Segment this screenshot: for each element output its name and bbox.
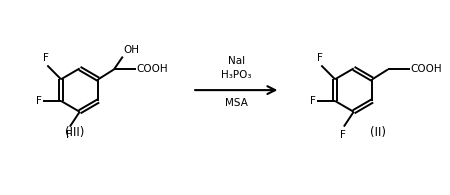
Text: (II): (II) <box>370 126 386 139</box>
Text: F: F <box>43 53 50 64</box>
Text: H₃PO₃: H₃PO₃ <box>221 70 252 80</box>
Text: F: F <box>36 96 41 106</box>
Text: COOH: COOH <box>410 64 442 74</box>
Text: F: F <box>66 129 72 140</box>
Text: F: F <box>310 96 315 106</box>
Text: NaI: NaI <box>228 56 245 66</box>
Text: F: F <box>340 129 346 140</box>
Text: COOH: COOH <box>136 64 168 74</box>
Text: MSA: MSA <box>225 98 248 108</box>
Text: (III): (III) <box>65 126 85 139</box>
Text: F: F <box>317 53 323 64</box>
Text: OH: OH <box>124 45 140 55</box>
